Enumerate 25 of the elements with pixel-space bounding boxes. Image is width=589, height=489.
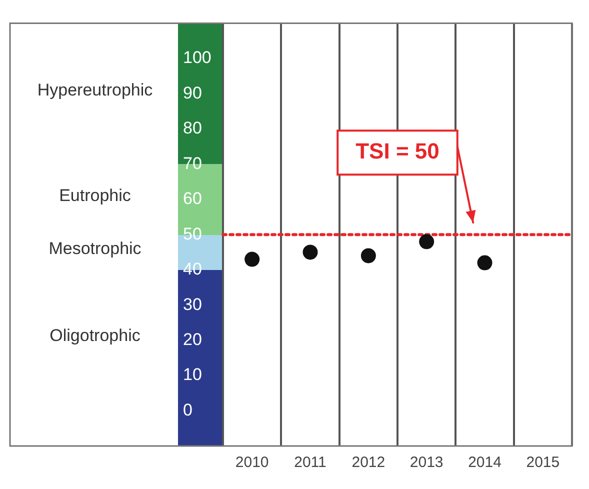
point	[477, 255, 492, 270]
x-tick-label: 2010	[235, 454, 269, 472]
text: Eutrophic	[59, 186, 132, 206]
y-tick-label: 20	[183, 330, 202, 349]
point	[360, 248, 376, 264]
text: Hypereutrophic	[37, 80, 154, 100]
x-tick-label: 2011	[294, 454, 326, 472]
x-tick-label: 2014	[468, 454, 502, 472]
y-tick-label: 0	[183, 400, 192, 420]
x-tick-label: 2015	[526, 454, 560, 472]
y-tick-label: 60	[183, 189, 202, 208]
y-tick-label: 70	[183, 154, 202, 173]
x-tick-label: 2013	[410, 454, 444, 472]
y-tick-label: 90	[183, 83, 202, 102]
text: Oligotrophic	[50, 326, 141, 345]
ref-line-label: TSI = 50	[356, 138, 440, 164]
point	[419, 234, 434, 250]
y-tick-label: 30	[183, 294, 202, 314]
x-tick-label: 2012	[352, 454, 386, 472]
y-tick-label: 80	[183, 118, 202, 138]
point	[302, 244, 318, 260]
text: Mesotrophic	[48, 239, 142, 258]
y-tick-label: 10	[183, 365, 202, 384]
y-tick-label: 100	[183, 48, 212, 68]
point	[244, 252, 260, 267]
